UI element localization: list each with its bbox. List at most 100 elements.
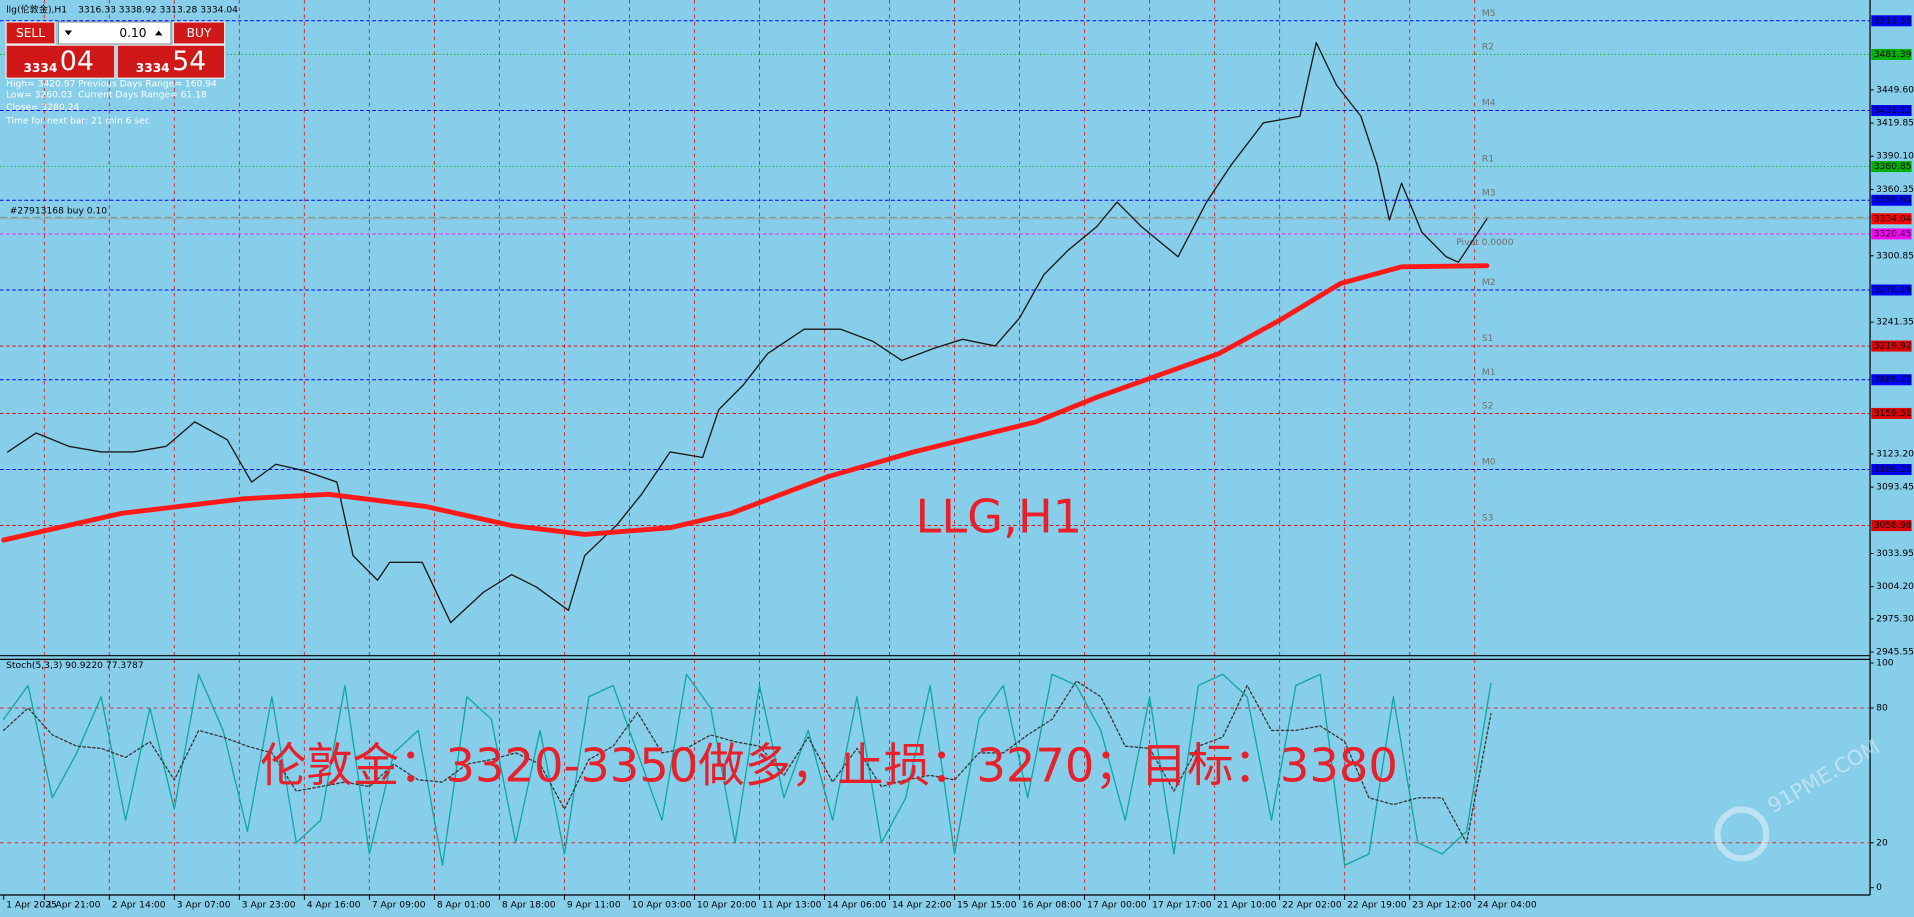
level-label: M3 — [1482, 188, 1496, 198]
price-tag — [1871, 228, 1912, 240]
level-label: R1 — [1482, 155, 1494, 165]
price-tag-label: 3320.45 — [1874, 229, 1912, 239]
buy-price-box[interactable] — [116, 44, 226, 79]
price-tag — [1871, 194, 1912, 206]
y-tick-label: 3033.95 — [1876, 549, 1914, 559]
buy-price-small: 3334 — [136, 61, 170, 75]
lot-value: 0.10 — [119, 26, 146, 40]
level-layer: M5 R2 M4 R1 M3 Pivot 0.0000 M2 S1 M1 S2 M0 S3 #27913… — [0, 9, 1871, 527]
price-tag-label: 3334.04 — [1874, 214, 1912, 224]
price-tag-label: 3511.55 — [1874, 16, 1912, 26]
lot-field[interactable] — [58, 21, 172, 45]
x-tick-label: 17 Apr 17:00 — [1152, 900, 1212, 910]
price-tag-label: 3189.72 — [1874, 375, 1912, 385]
indicator-title: Stoch(5,3,3) 90.9220 77.3787 — [6, 661, 144, 671]
info-cur-range: Current Days Range= 61.18 — [78, 91, 207, 101]
logo-ring — [1714, 806, 1770, 862]
x-tick-label: 15 Apr 15:00 — [957, 900, 1017, 910]
y-tick-label: 3241.35 — [1876, 318, 1914, 328]
x-tick-label: 11 Apr 13:00 — [762, 900, 822, 910]
y-tick-label: 80 — [1876, 703, 1888, 713]
x-tick-label: 24 Apr 04:00 — [1477, 900, 1537, 910]
price-tag — [1871, 340, 1912, 352]
x-tick-label: 10 Apr 20:00 — [697, 900, 757, 910]
lot-down[interactable] — [64, 30, 73, 36]
info-high: High= 3420.97 — [6, 80, 76, 90]
info-next-bar: Time for next bar: 21 min 6 sec — [5, 116, 150, 126]
price-tag — [1871, 374, 1912, 386]
series-line — [2, 680, 1492, 844]
buy-price-big: 54 — [172, 46, 206, 77]
sell-button[interactable] — [5, 21, 56, 45]
ohlc: 3316.33 3338.92 3313.28 3334.04 — [78, 5, 238, 15]
price-tag — [1871, 284, 1912, 296]
x-tick-label: 7 Apr 09:00 — [372, 900, 426, 910]
price-tag — [1871, 213, 1912, 225]
lot-up[interactable] — [155, 30, 163, 36]
series-line — [7, 41, 1488, 624]
x-tick-label: 3 Apr 07:00 — [177, 900, 231, 910]
x-tick-label: 22 Apr 02:00 — [1282, 900, 1342, 910]
x-tick-label: 8 Apr 18:00 — [502, 900, 556, 910]
level-label: S3 — [1482, 514, 1494, 524]
price-tag — [1871, 520, 1912, 532]
price-tag — [1871, 161, 1912, 173]
y-tick-label: 3360.35 — [1876, 185, 1914, 195]
y-tick-label: 3004.20 — [1876, 582, 1914, 592]
x-tick-label: 4 Apr 16:00 — [307, 900, 361, 910]
order-label: #27913168 buy 0.10 — [10, 207, 108, 217]
trade-panel: SELL 0.10 BUY 3334 04 3334 54 — [5, 21, 226, 79]
x-tick-label: 23 Apr 12:00 — [1412, 900, 1472, 910]
y-tick-label: 20 — [1876, 838, 1888, 848]
x-tick-label: 9 Apr 11:00 — [567, 900, 621, 910]
x-tick-label: 8 Apr 01:00 — [437, 900, 491, 910]
price-tag-label: 3058.98 — [1874, 521, 1912, 531]
level-label: M0 — [1482, 458, 1496, 468]
series-line — [2, 673, 1492, 866]
y-tick-label: 2945.55 — [1876, 648, 1914, 658]
annotation: 伦敦金：3320-3350做多，止损：3270；目标：3380 — [260, 739, 1398, 793]
x-tick-label: 3 Apr 23:00 — [242, 900, 296, 910]
level-label: S2 — [1482, 402, 1494, 412]
price-tag-label: 3380.85 — [1874, 162, 1912, 172]
price-tag — [1871, 407, 1912, 419]
sell-price-box[interactable] — [5, 44, 116, 79]
y-tick-label: 3093.45 — [1876, 483, 1914, 493]
price-tag-label: 3270.19 — [1874, 285, 1912, 295]
price-tag-label: 3109.25 — [1874, 465, 1912, 475]
sell-price-big: 04 — [60, 46, 94, 77]
x-tick-label: 1 Apr 21:00 — [47, 900, 101, 910]
x-tick-label: 17 Apr 00:00 — [1087, 900, 1147, 910]
info-close: Close= 3280.24 — [6, 103, 79, 113]
x-tick-label: 22 Apr 19:00 — [1347, 900, 1407, 910]
price-tag — [1871, 15, 1912, 27]
y-tick-label: 2975.30 — [1876, 614, 1914, 624]
level-label: R2 — [1482, 43, 1494, 53]
x-tick-label: 16 Apr 08:00 — [1022, 900, 1082, 910]
y-tick-label: 100 — [1876, 659, 1894, 669]
info-low: Low= 3260.03 — [6, 91, 73, 101]
buy-button[interactable] — [172, 21, 226, 45]
y-tick-label: 3449.60 — [1876, 85, 1914, 95]
price-tag — [1871, 48, 1912, 60]
sell-price-small: 3334 — [23, 61, 57, 75]
y-tick-label: 3390.10 — [1876, 152, 1914, 162]
info-prev-range: Previous Days Range= 160.94 — [78, 80, 217, 90]
x-tick-label: 21 Apr 10:00 — [1217, 900, 1277, 910]
price-tag — [1871, 104, 1912, 116]
buy-label: BUY — [187, 26, 212, 40]
price-tag — [1871, 463, 1912, 475]
y-tick-label: 3123.20 — [1876, 449, 1914, 459]
x-tick-label: 10 Apr 03:00 — [632, 900, 692, 910]
series-layer — [1, 41, 1492, 866]
series-line — [1, 263, 1490, 543]
level-label: M5 — [1482, 9, 1496, 19]
level-label: M2 — [1482, 278, 1496, 288]
price-tag-label: 3350.65 — [1874, 196, 1912, 206]
level-label: M1 — [1482, 368, 1496, 378]
x-tick-label: 1 Apr 2025 — [6, 900, 57, 910]
symbol: llg(伦敦金),H1 — [6, 3, 67, 15]
price-tag-label: 3481.39 — [1874, 50, 1912, 60]
x-tick-label: 14 Apr 22:00 — [892, 900, 952, 910]
